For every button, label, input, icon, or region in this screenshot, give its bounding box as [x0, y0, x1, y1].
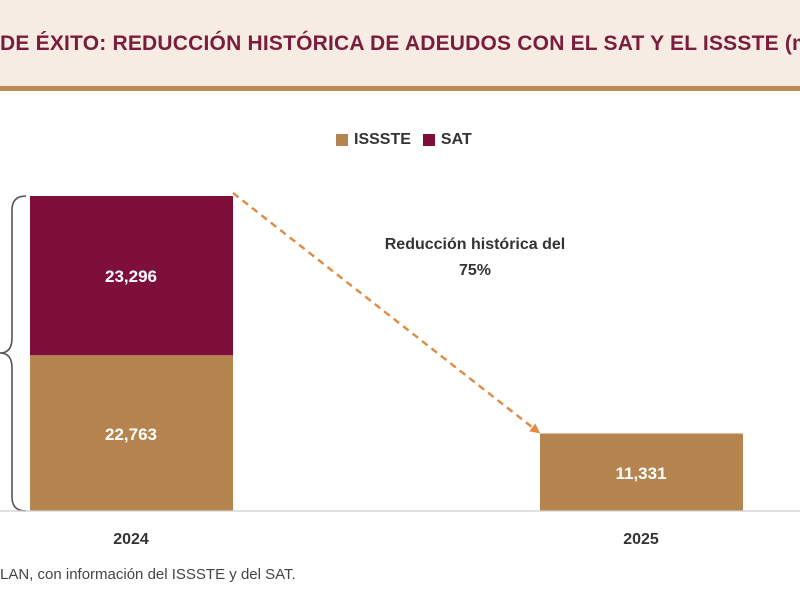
x-tick-2024: 2024 — [113, 531, 149, 548]
annotation-line-2: 75% — [458, 262, 492, 279]
data-label-2025-issste: 11,331 — [615, 464, 666, 483]
source-note: LAN, con información del ISSSTE y del SA… — [0, 566, 296, 583]
legend-label-issste: ISSSTE — [354, 131, 411, 148]
data-label-2024-issste: 22,763 — [105, 425, 157, 444]
annotation-line-1: Reducción histórica del — [384, 236, 566, 253]
title-divider — [0, 86, 800, 91]
reduction-arrow — [232, 192, 541, 434]
legend-swatch-issste — [336, 134, 348, 146]
title-band: DE ÉXITO: REDUCCIÓN HISTÓRICA DE ADEUDOS… — [0, 0, 800, 86]
bar-2025-issste — [540, 433, 743, 511]
legend-item-issste: ISSSTE — [336, 131, 411, 149]
legend-swatch-sat — [422, 134, 435, 146]
data-label-2024-sat: 23,296 — [105, 267, 157, 286]
bar-2024-sat — [30, 196, 233, 356]
legend: ISSSTE SAT — [336, 131, 484, 149]
legend-label-sat: SAT — [440, 131, 472, 148]
total-brace — [0, 195, 27, 512]
reduction-annotation: Reducción histórica del 75% — [355, 232, 595, 284]
chart-title: DE ÉXITO: REDUCCIÓN HISTÓRICA DE ADEUDOS… — [0, 32, 800, 55]
legend-item-sat: SAT — [422, 131, 472, 149]
x-tick-2025: 2025 — [623, 531, 659, 548]
bar-2024-issste — [30, 355, 233, 511]
